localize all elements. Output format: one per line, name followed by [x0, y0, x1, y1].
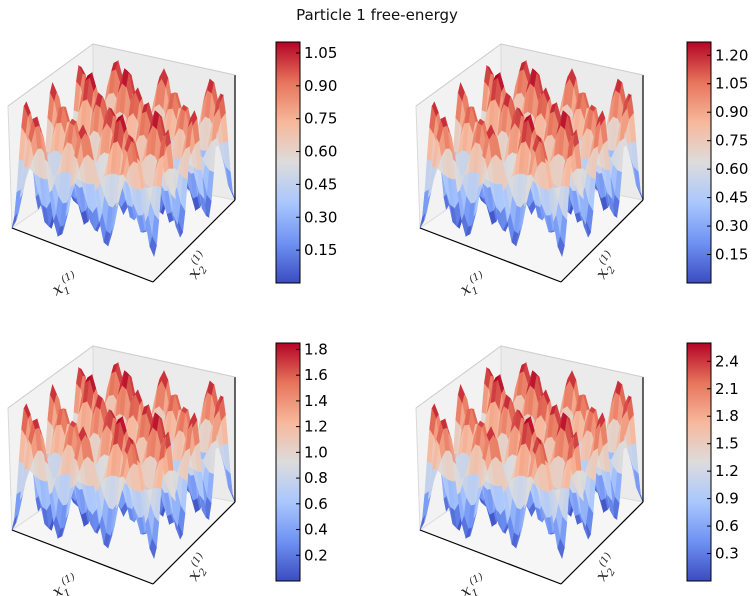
colorbar-tick-label: 1.6: [304, 366, 328, 384]
x1-axis-label: x1(1): [48, 269, 82, 302]
colorbar: [275, 342, 301, 582]
colorbar-tick-label: 1.4: [304, 392, 328, 410]
colorbar-tick-label: 0.75: [304, 110, 337, 128]
colorbar-tick-label: 0.45: [715, 189, 748, 207]
surface: [419, 59, 644, 257]
colorbar-tick-label: 1.5: [715, 435, 739, 453]
x2-axis-label: x2(1): [182, 551, 216, 586]
pane-edge: [7, 43, 94, 107]
x2-axis-line: [152, 199, 236, 283]
colorbar-tick-label: 1.8: [715, 407, 739, 425]
colorbar-tick-label: 0.6: [715, 517, 739, 535]
colorbar-tick-label: 1.0: [304, 443, 328, 461]
colorbar-tick-label: 0.60: [715, 160, 748, 178]
colorbar-tick-label: 0.60: [304, 143, 337, 161]
colorbar-tick-label: 0.90: [715, 103, 748, 121]
colorbar-tick-label: 1.2: [715, 462, 739, 480]
colorbar-tick-label: 0.3: [715, 545, 739, 563]
colorbar-tick-label: 0.75: [715, 132, 748, 150]
colorbar-tick-label: 0.9: [715, 490, 739, 508]
colorbar-tick-label: 0.2: [304, 546, 328, 564]
subplot-bottom-right: x1(1) x2(1) 0.3 0.6 0.9 1.2 1.5 1.8 2.1 2.4: [415, 342, 739, 596]
colorbar-tick-label: 0.30: [304, 208, 337, 226]
colorbar-tick-label: 0.15: [715, 246, 748, 264]
surface: [11, 59, 236, 257]
colorbar: [686, 342, 712, 582]
x2-axis-label: x2(1): [590, 249, 624, 284]
subplot-top-right: x1(1) x2(1) 0.15 0.30 0.45 0.60 0.75 0.90 1.05 1.…: [415, 41, 748, 302]
colorbar-tick-label: 0.30: [715, 217, 748, 235]
x1-axis-label: x1(1): [48, 571, 82, 596]
colorbar-tick-label: 2.1: [715, 380, 739, 398]
colorbar-tick-label: 0.6: [304, 495, 328, 513]
colorbar-tick-label: 0.8: [304, 469, 328, 487]
figure-title: Particle 1 free-energy: [296, 6, 458, 24]
pane-edge: [92, 43, 236, 76]
colorbar-tick-label: 0.15: [304, 241, 337, 259]
colorbar-tick-label: 1.05: [304, 44, 337, 62]
colorbar-tick-label: 1.8: [304, 340, 328, 358]
subplot-top-left: x1(1) x2(1) 0.15 0.30 0.45 0.60 0.75 0.90 1.05: [7, 41, 337, 302]
colorbar-tick-label: 1.05: [715, 75, 748, 93]
colorbar-tick-label: 1.20: [715, 46, 748, 64]
colorbar-tick-label: 2.4: [715, 352, 739, 370]
x2-axis-label: x2(1): [182, 249, 216, 284]
colorbar-tick-label: 0.45: [304, 175, 337, 193]
x2-axis-label: x2(1): [590, 551, 624, 586]
surface-patch: [149, 236, 157, 257]
colorbar-tick-label: 0.4: [304, 521, 328, 539]
colorbar: [275, 41, 301, 284]
x1-axis-line: [11, 227, 154, 283]
colorbar-tick-label: 1.2: [304, 418, 328, 436]
x1-axis-label: x1(1): [456, 571, 490, 596]
x1-axis-label: x1(1): [456, 269, 490, 302]
colorbar: [686, 41, 712, 284]
colorbar-tick-label: 0.90: [304, 77, 337, 95]
subplot-bottom-left: x1(1) x2(1) 0.2 0.4 0.6 0.8 1.0 1.2 1.4 1.6 1.8: [7, 340, 328, 596]
